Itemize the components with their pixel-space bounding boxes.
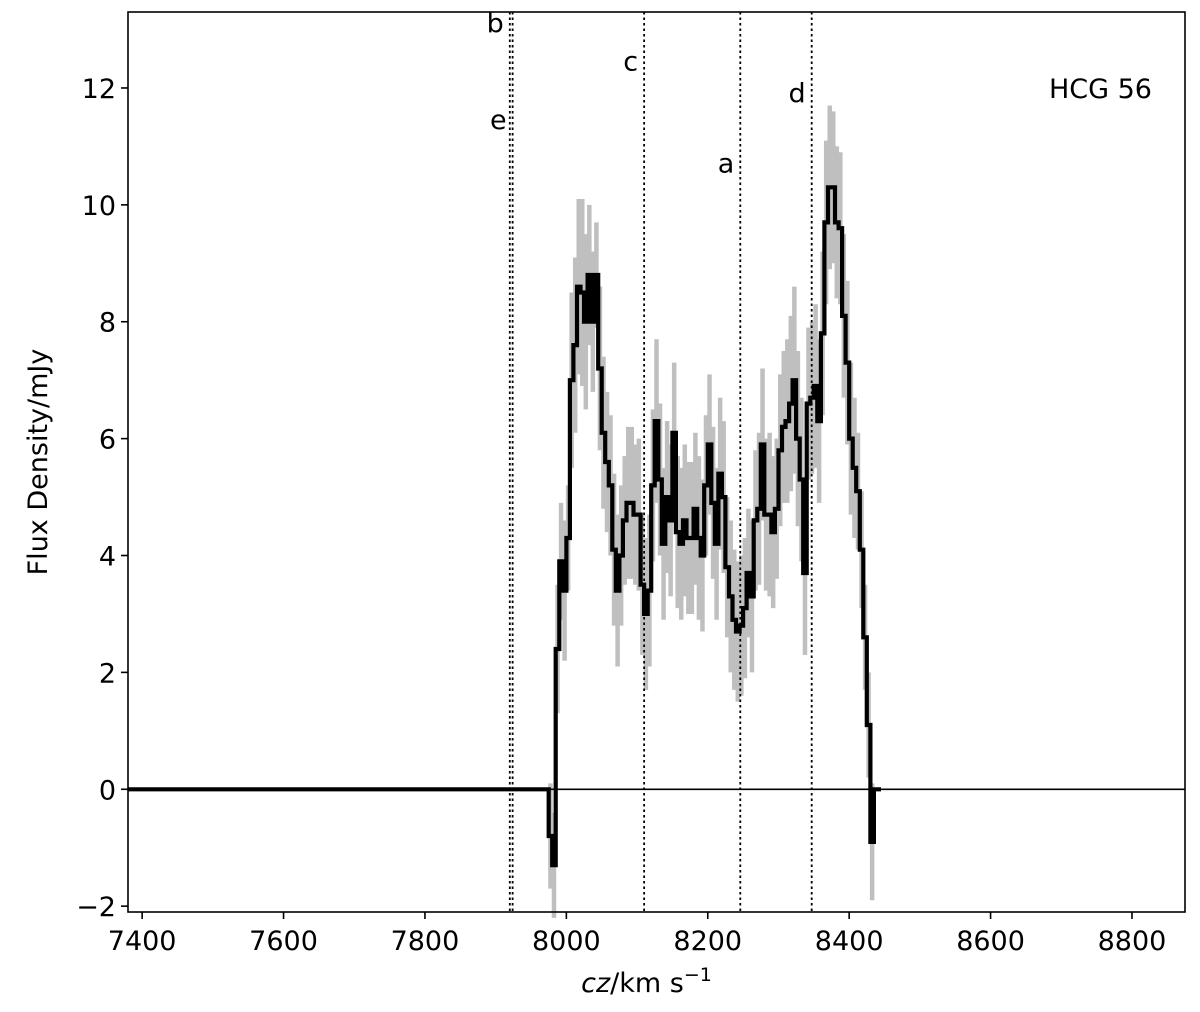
x-tick-label: 7400 [108,926,177,957]
y-tick-label: 2 [99,658,116,689]
marker-label-c: c [623,46,638,77]
x-tick-label: 8600 [956,926,1025,957]
x-axis-label-italic: cz [581,968,611,999]
marker-label-a: a [718,149,735,180]
x-tick-label: 8800 [1098,926,1167,957]
x-tick-label: 8200 [673,926,742,957]
x-tick-label: 8400 [815,926,884,957]
x-axis-label: cz/km s−1 [581,964,712,999]
x-tick-label: 7600 [249,926,318,957]
marker-label-d: d [789,79,806,110]
x-tick-label: 7800 [391,926,460,957]
marker-label-b: b [487,8,504,39]
y-tick-label: 0 [99,775,116,806]
axis-ticks: 7400 7600 7800 8000 8200 8400 8600 8800 −2 0 2 4 6 8 1… [76,74,1166,957]
group-annotation: HCG 56 [1049,74,1152,105]
y-axis-label: Flux Density/mJy [23,349,54,576]
velocity-markers: b e c a d [487,8,813,912]
x-tick-label: 8000 [532,926,601,957]
y-tick-label: 6 [99,425,116,456]
spectrum-line [128,185,881,868]
y-tick-label: 12 [82,74,116,105]
y-tick-label: 8 [99,308,116,339]
y-tick-label: −2 [76,892,116,923]
x-axis-label-unit: /km s [610,968,684,999]
marker-label-e: e [490,105,507,136]
y-tick-label: 10 [82,191,116,222]
plot-frame [127,11,1186,913]
x-axis-label-exponent: −1 [684,964,712,986]
y-tick-label: 4 [99,542,116,573]
